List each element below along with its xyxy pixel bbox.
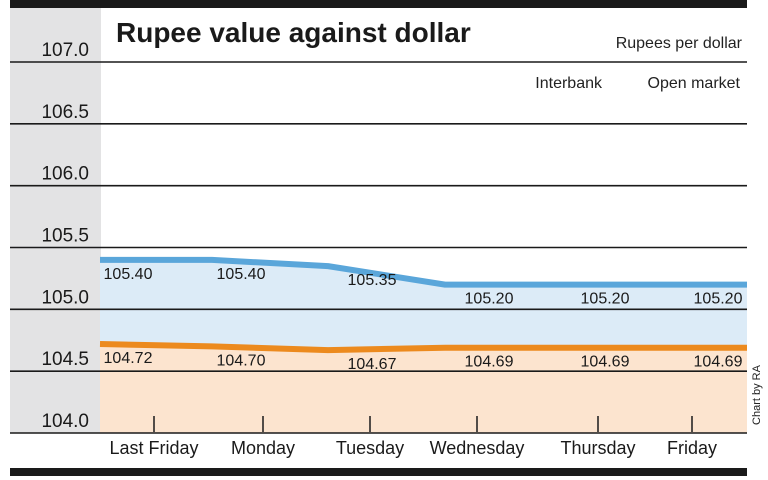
data-label: 104.67 [348, 356, 397, 373]
data-label: 105.35 [348, 272, 397, 289]
series-lines [99, 256, 747, 354]
top-border [10, 0, 747, 8]
y-tick-label: 106.5 [41, 102, 89, 123]
data-label: 105.20 [694, 291, 743, 308]
chart-subtitle: Rupees per dollar [616, 35, 743, 52]
data-label: 104.69 [694, 354, 743, 371]
data-label: 104.69 [465, 354, 514, 371]
series-line-1 [99, 341, 747, 354]
series-line-0 [100, 256, 747, 288]
data-label: 104.69 [581, 354, 630, 371]
y-tick-label: 107.0 [41, 40, 89, 61]
x-axis-ticks: Last Friday Monday Tuesday Wednesday Thursda… [109, 416, 717, 458]
x-tick-label: Last Friday [109, 438, 198, 458]
legend-interbank: Interbank [535, 75, 603, 92]
y-axis-ticks: 107.0 106.5 106.0 105.5 105.0 104.5 104.0 [41, 40, 89, 432]
bottom-border [10, 468, 747, 476]
chart-title: Rupee value against dollar [116, 17, 471, 48]
data-labels: 105.40 105.40 105.35 105.20 105.20 105.20 104.… [104, 266, 743, 373]
data-label: 104.72 [104, 350, 153, 367]
data-label: 105.20 [581, 291, 630, 308]
y-tick-label: 106.0 [41, 164, 89, 185]
x-tick-label: Wednesday [430, 438, 525, 458]
data-label: 105.20 [465, 291, 514, 308]
y-tick-label: 104.0 [41, 411, 89, 432]
data-label: 105.40 [104, 266, 153, 283]
x-tick-label: Thursday [560, 438, 635, 458]
area-fill-1 [100, 344, 747, 433]
legend-open-market: Open market [648, 75, 741, 92]
chart-credit: Chart by RA [751, 364, 763, 425]
x-tick-label: Monday [231, 438, 295, 458]
y-axis-panel [10, 8, 101, 433]
data-label: 105.40 [217, 266, 266, 283]
x-tick-label: Tuesday [336, 438, 404, 458]
gridlines [10, 61, 747, 434]
y-tick-label: 105.5 [41, 226, 89, 247]
data-label: 104.70 [217, 352, 266, 369]
y-tick-label: 105.0 [41, 287, 89, 308]
x-tick-label: Friday [667, 438, 717, 458]
y-tick-label: 104.5 [41, 349, 89, 370]
